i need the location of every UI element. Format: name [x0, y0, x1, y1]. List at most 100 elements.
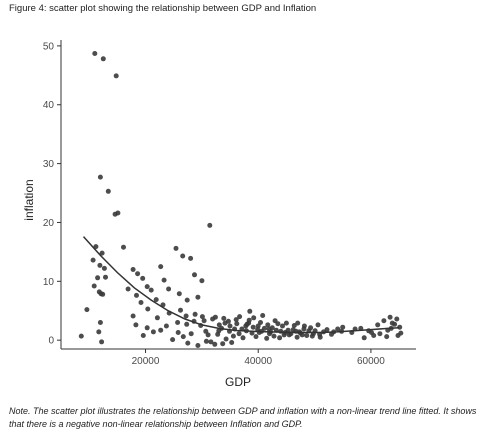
data-point: [394, 316, 400, 322]
data-point: [304, 333, 310, 338]
data-point: [265, 322, 271, 328]
data-points: [78, 51, 404, 348]
data-point: [247, 308, 253, 314]
trend-line: [82, 236, 400, 334]
data-point: [295, 320, 301, 326]
data-point: [133, 322, 139, 328]
data-point: [166, 286, 172, 292]
data-point: [92, 51, 98, 56]
data-point: [100, 56, 106, 62]
data-point: [223, 336, 229, 342]
data-point: [392, 321, 398, 327]
y-tick-label: 50: [43, 41, 55, 52]
data-point: [158, 327, 164, 333]
data-point: [90, 257, 96, 263]
data-point: [97, 320, 103, 325]
data-point: [170, 337, 176, 343]
data-point: [246, 317, 252, 323]
data-point: [272, 318, 278, 324]
data-point: [121, 244, 126, 250]
data-point: [236, 331, 242, 337]
x-tick-label: 20000: [132, 356, 160, 367]
data-point: [212, 314, 218, 320]
data-point: [251, 315, 257, 321]
data-point: [173, 245, 179, 251]
data-point: [105, 188, 111, 194]
data-point: [180, 334, 186, 340]
data-point: [144, 325, 150, 331]
data-point: [184, 321, 190, 327]
data-point: [277, 335, 283, 341]
data-point: [381, 318, 387, 324]
data-point: [255, 323, 261, 329]
y-tick-label: 10: [43, 277, 55, 288]
data-point: [130, 267, 136, 272]
data-point: [253, 334, 259, 340]
data-point: [84, 307, 90, 313]
data-point: [185, 340, 191, 346]
data-point: [220, 341, 226, 347]
data-point: [93, 244, 99, 250]
data-point: [140, 275, 146, 281]
data-point: [153, 297, 159, 303]
data-point: [100, 291, 106, 297]
data-point: [184, 297, 190, 303]
data-point: [369, 330, 374, 335]
data-point: [309, 333, 315, 339]
data-point: [113, 73, 119, 79]
data-point: [125, 286, 131, 292]
data-point: [101, 265, 107, 271]
trend-line-group: [82, 236, 400, 334]
data-point: [145, 306, 151, 312]
data-point: [158, 264, 164, 270]
data-point: [91, 283, 97, 289]
data-point: [99, 250, 105, 256]
y-axis-title: inflation: [22, 179, 36, 220]
data-point: [266, 326, 272, 332]
data-point: [135, 271, 141, 277]
data-point: [250, 324, 256, 330]
data-point: [178, 307, 183, 313]
data-point: [96, 329, 102, 335]
data-point: [154, 315, 160, 321]
data-point: [294, 334, 300, 340]
data-point: [144, 284, 150, 290]
data-point: [335, 326, 341, 332]
data-point: [183, 313, 189, 319]
y-tick-label: 20: [43, 218, 55, 229]
data-point: [199, 314, 205, 320]
data-point: [240, 335, 246, 341]
data-point: [212, 341, 218, 347]
data-point: [188, 331, 194, 337]
data-point: [375, 322, 381, 328]
data-point: [192, 272, 197, 278]
x-tick-label: 40000: [244, 356, 272, 367]
data-point: [237, 314, 243, 320]
data-point: [387, 314, 393, 320]
data-point: [176, 291, 182, 297]
x-ticks: 20000 40000 60000: [132, 349, 385, 367]
data-point: [230, 333, 236, 339]
data-point: [222, 320, 228, 326]
data-point: [271, 333, 277, 339]
data-point: [150, 329, 156, 335]
scatter-chart: 0 10 20 30 40 50 20000 40000 60000 GDP inflatio…: [22, 40, 416, 389]
data-point: [398, 330, 404, 336]
x-axis-title: GDP: [225, 375, 251, 389]
data-point: [229, 340, 235, 345]
data-point: [340, 324, 346, 330]
figure-caption: Figure 4: scatter plot showing the relat…: [9, 3, 317, 14]
data-point: [260, 313, 266, 318]
data-point: [97, 262, 103, 268]
data-point: [203, 328, 209, 334]
data-point: [329, 331, 334, 337]
data-point: [205, 332, 211, 338]
data-point: [286, 332, 292, 338]
data-point: [221, 315, 227, 321]
data-point: [95, 275, 101, 281]
data-point: [163, 323, 169, 329]
data-point: [188, 255, 194, 261]
data-point: [175, 320, 181, 325]
data-point: [201, 318, 207, 324]
data-point: [134, 292, 139, 298]
